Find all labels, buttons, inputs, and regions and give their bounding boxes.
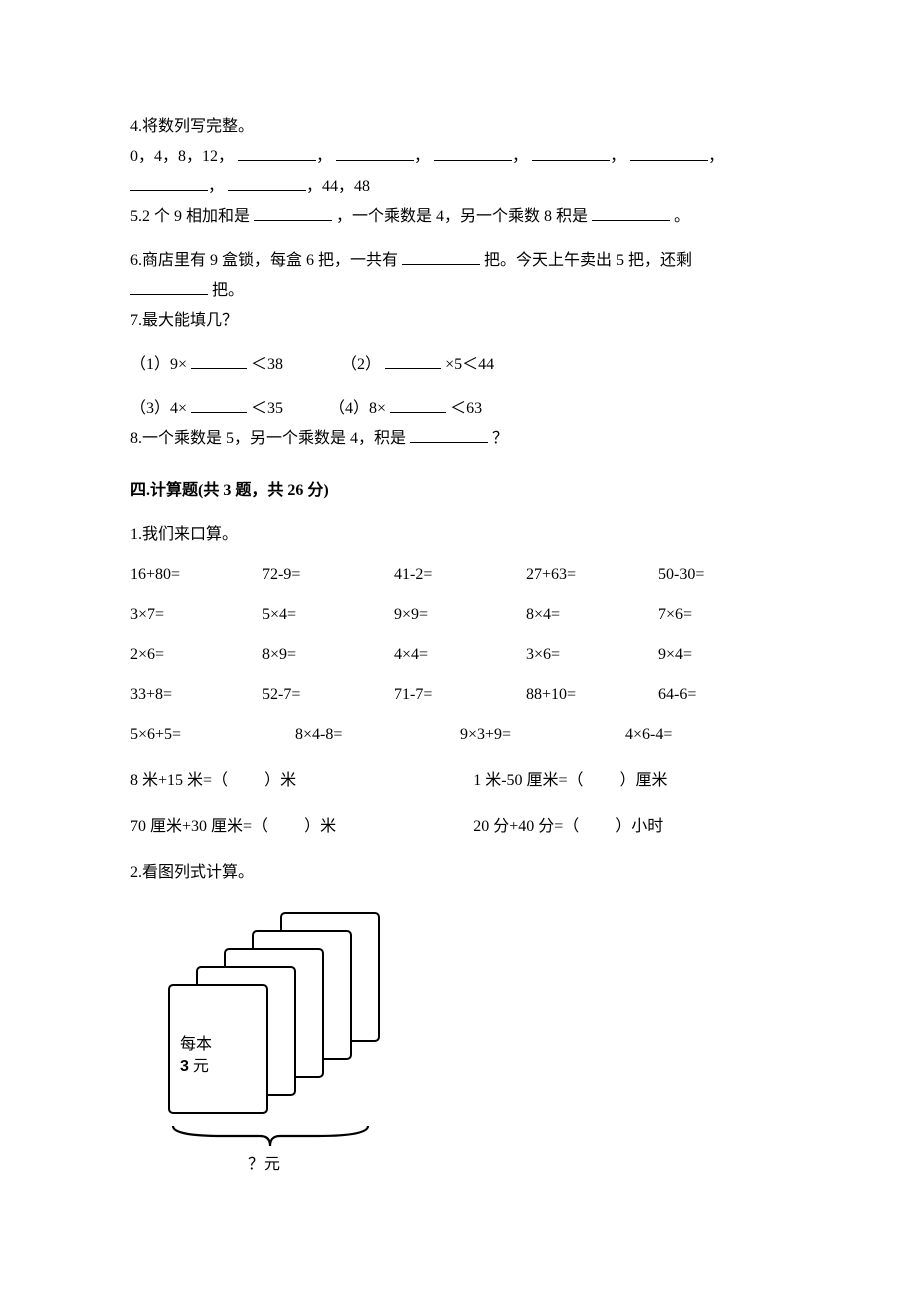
calc-cell: 52-7= [262,686,394,704]
calc-cell: 3×6= [526,646,658,664]
calc-cell: 33+8= [130,686,262,704]
calc-unit-right: 20 分+40 分=（）小时 [473,812,790,836]
calc-cell: 5×6+5= [130,726,295,744]
calc-cell: 7×6= [658,606,790,624]
q6-text-a: 6.商店里有 9 盒锁，每盒 6 把，一共有 [130,252,398,269]
calc2-diagram: 每本3 元 ？元 [160,912,790,1174]
q5-mid: ，一个乘数是 4，另一个乘数 8 积是 [336,208,588,225]
calc-cell: 4×4= [394,646,526,664]
calc-cell: 41-2= [394,566,526,584]
q7-p1b: ＜38 [251,356,283,373]
books-stack: 每本3 元 [160,912,400,1122]
calc1-row: 16+80=72-9=41-2=27+63=50-30= [130,566,790,584]
q8-a: 8.一个乘数是 5，另一个乘数是 4，积是 [130,430,406,447]
q4-blank-7[interactable] [228,177,306,191]
q4-title: 4.将数列写完整。 [130,112,790,136]
calc-cell: 27+63= [526,566,658,584]
q8-blank[interactable] [410,429,488,443]
calc1-row: 33+8=52-7=71-7=88+10=64-6= [130,686,790,704]
calc-unit-row: 8 米+15 米=（）米1 米-50 厘米=（）厘米 [130,766,790,790]
q5-line: 5.2 个 9 相加和是 ，一个乘数是 4，另一个乘数 8 积是 。 [130,202,790,226]
calc-cell: 4×6-4= [625,726,790,744]
calc-cell: 9×3+9= [460,726,625,744]
q5-blank-2[interactable] [592,207,670,221]
q6-line1: 6.商店里有 9 盒锁，每盒 6 把，一共有 把。今天上午卖出 5 把，还剩 [130,246,790,270]
q7-blank-4[interactable] [390,399,446,413]
q5-blank-1[interactable] [254,207,332,221]
q5-prefix: 5.2 个 9 相加和是 [130,208,250,225]
brace-question: ？元 [168,1150,360,1174]
calc-cell: 8×9= [262,646,394,664]
q4-blank-2[interactable] [336,147,414,161]
q4-sequence-line2: ， ，44，48 [130,172,790,196]
q4-blank-6[interactable] [130,177,208,191]
q7-title: 7.最大能填几？ [130,306,790,330]
book-label: 每本3 元 [180,1034,212,1079]
q7-blank-1[interactable] [191,355,247,369]
calc-cell: 9×4= [658,646,790,664]
q7-row2: （3）4× ＜35 （4）8× ＜63 [130,394,790,418]
calc-cell: 71-7= [394,686,526,704]
calc1-title: 1.我们来口算。 [130,520,790,544]
q5-suffix: 。 [674,208,690,225]
calc-cell: 8×4-8= [295,726,460,744]
calc-unit-right: 1 米-50 厘米=（）厘米 [473,766,790,790]
calc-cell: 8×4= [526,606,658,624]
calc-cell: 72-9= [262,566,394,584]
q7-p4b: ＜63 [450,400,482,417]
calc-unit-left: 70 厘米+30 厘米=（）米 [130,812,473,836]
brace-wrap: ？元 [160,1124,360,1174]
calc1-unit-rows: 8 米+15 米=（）米1 米-50 厘米=（）厘米70 厘米+30 厘米=（）… [130,766,790,836]
calc1-row4: 5×6+5=8×4-8=9×3+9=4×6-4= [130,726,790,744]
calc-cell: 16+80= [130,566,262,584]
q4-seq-suffix: ，44，48 [306,178,370,195]
calc1-row: 2×6=8×9=4×4=3×6=9×4= [130,646,790,664]
calc-cell: 50-30= [658,566,790,584]
q7-p4a: （4）8× [329,400,386,417]
q4-blank-4[interactable] [532,147,610,161]
calc-cell: 2×6= [130,646,262,664]
q6-text-b: 把。今天上午卖出 5 把，还剩 [484,252,692,269]
calc1-row: 3×7=5×4=9×9=8×4=7×6= [130,606,790,624]
q7-p1a: （1）9× [130,356,187,373]
q6-blank-2[interactable] [130,281,208,295]
q8-b: ？ [492,430,508,447]
calc-cell: 64-6= [658,686,790,704]
q7-p2a: （2） [341,356,381,373]
q7-row1: （1）9× ＜38 （2） ×5＜44 [130,350,790,374]
brace-icon [168,1124,373,1148]
q4-blank-3[interactable] [434,147,512,161]
calc-cell: 88+10= [526,686,658,704]
calc1-grid: 16+80=72-9=41-2=27+63=50-30= 3×7=5×4=9×9=… [130,566,790,704]
q4-seq-prefix: 0，4，8，12， [130,148,234,165]
q8-line: 8.一个乘数是 5，另一个乘数是 4，积是 ？ [130,424,790,448]
q7-p3a: （3）4× [130,400,187,417]
calc-unit-row: 70 厘米+30 厘米=（）米20 分+40 分=（）小时 [130,812,790,836]
q6-line2: 把。 [130,276,790,300]
q7-p2b: ×5＜44 [445,356,494,373]
q4-sequence-line1: 0，4，8，12， ， ， ， ， ， [130,142,790,166]
q4-blank-5[interactable] [630,147,708,161]
q7-p3b: ＜35 [251,400,283,417]
q7-blank-3[interactable] [191,399,247,413]
calc-cell: 3×7= [130,606,262,624]
calc-cell: 5×4= [262,606,394,624]
calc2-title: 2.看图列式计算。 [130,858,790,882]
book: 每本3 元 [168,984,268,1114]
q4-blank-1[interactable] [238,147,316,161]
q6-blank-1[interactable] [402,251,480,265]
q7-blank-2[interactable] [385,355,441,369]
section4-header: 四.计算题(共 3 题，共 26 分) [130,476,790,500]
calc-unit-left: 8 米+15 米=（）米 [130,766,473,790]
calc-cell: 9×9= [394,606,526,624]
q6-text-c: 把。 [212,282,244,299]
